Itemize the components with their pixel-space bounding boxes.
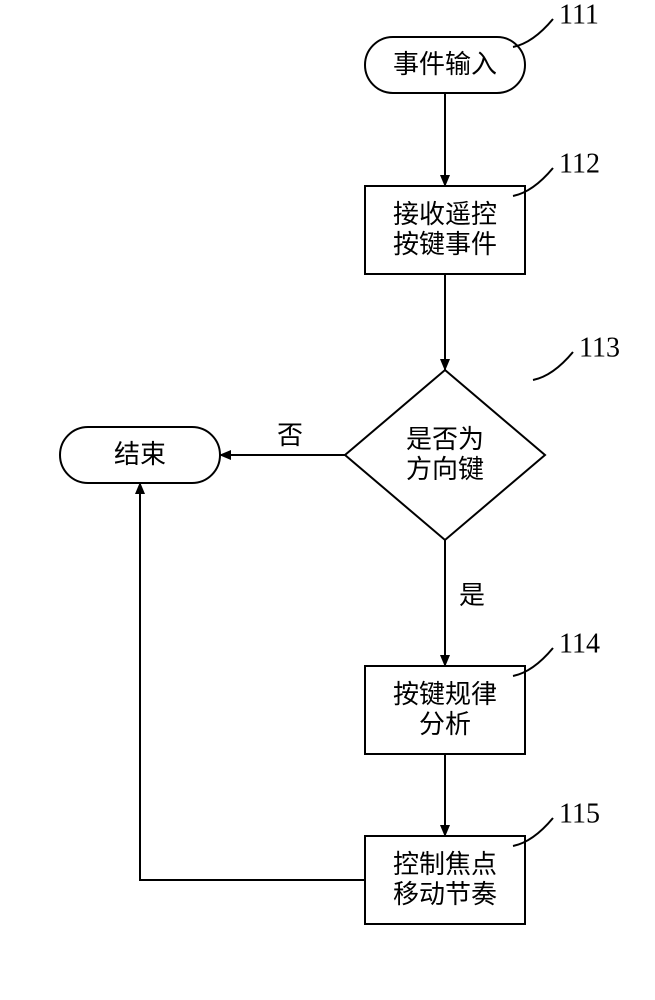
svg-text:控制焦点: 控制焦点 [393, 850, 497, 879]
node-n111: 事件输入 [365, 37, 525, 93]
refs-group: 111 112 113 114 115 [513, 0, 620, 846]
node-n113: 是否为方向键 [345, 370, 545, 540]
svg-text:是: 是 [459, 581, 485, 610]
svg-text:是否为: 是否为 [406, 425, 484, 454]
svg-text:接收遥控: 接收遥控 [393, 200, 497, 229]
svg-text:否: 否 [277, 421, 303, 450]
svg-text:结束: 结束 [114, 440, 166, 469]
svg-text:分析: 分析 [419, 710, 471, 739]
node-n115: 控制焦点移动节奏 [365, 836, 525, 924]
svg-text:事件输入: 事件输入 [393, 50, 497, 79]
svg-text:111: 111 [559, 0, 599, 30]
nodes-group: 事件输入接收遥控按键事件是否为方向键按键规律分析控制焦点移动节奏结束 [60, 37, 545, 924]
flowchart-canvas: 否是 事件输入接收遥控按键事件是否为方向键按键规律分析控制焦点移动节奏结束 11… [0, 0, 655, 1000]
svg-text:115: 115 [559, 798, 600, 829]
svg-text:113: 113 [579, 332, 620, 363]
svg-text:移动节奏: 移动节奏 [393, 880, 497, 909]
svg-text:112: 112 [559, 148, 600, 179]
svg-text:按键事件: 按键事件 [393, 230, 497, 259]
node-n114: 按键规律分析 [365, 666, 525, 754]
node-end: 结束 [60, 427, 220, 483]
svg-text:方向键: 方向键 [406, 455, 484, 484]
edge-5 [140, 483, 365, 880]
node-n112: 接收遥控按键事件 [365, 186, 525, 274]
svg-text:按键规律: 按键规律 [393, 680, 497, 709]
svg-text:114: 114 [559, 628, 600, 659]
